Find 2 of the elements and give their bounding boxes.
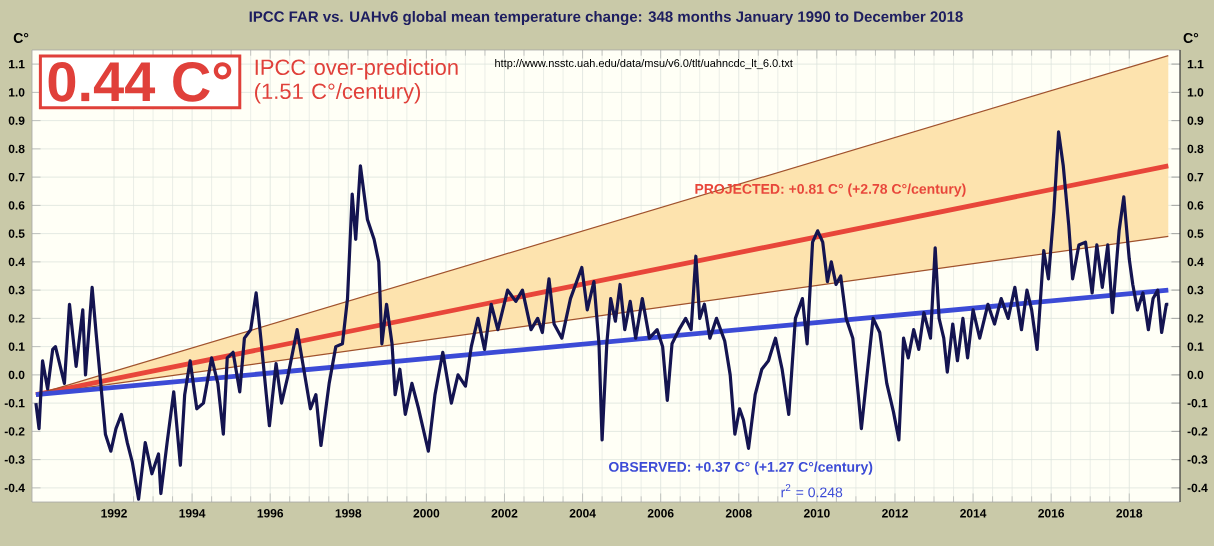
- annotation: IPCC over-prediction (1.51 C°/century): [255, 58, 458, 104]
- annotation: 0.44 C°: [48, 62, 232, 102]
